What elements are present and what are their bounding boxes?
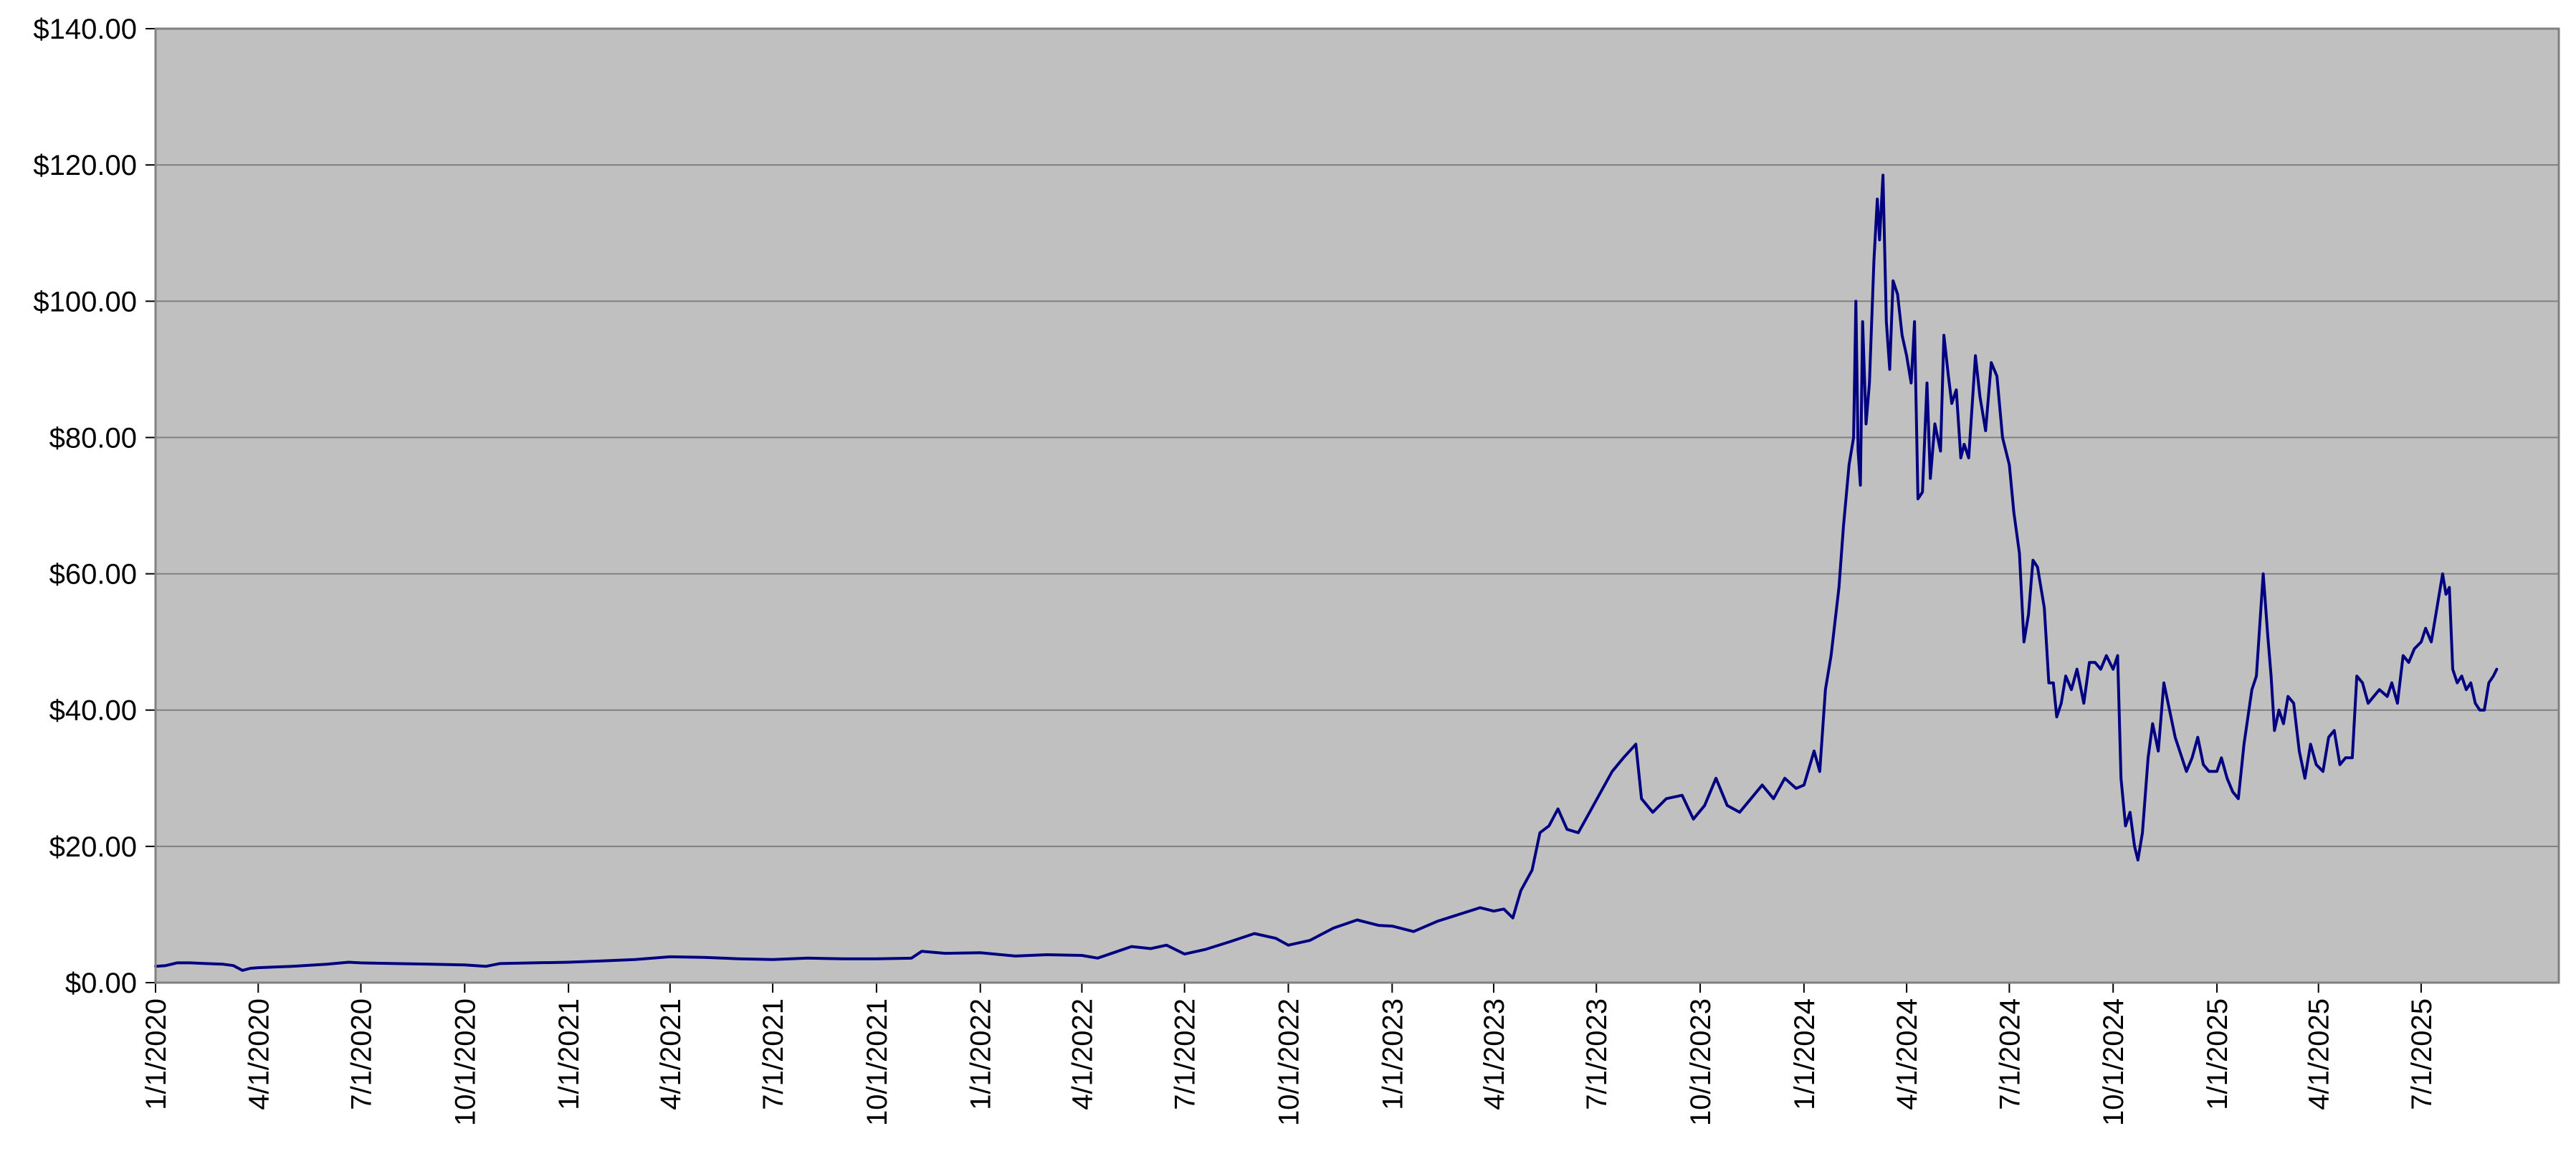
x-tick-labels: 1/1/2020 4/1/2020 7/1/2020 10/1/2020 1/1/202… (140, 998, 2438, 1126)
x-tick-label-21: 4/1/2025 (2304, 998, 2335, 1110)
x-tick-label-4: 1/1/2021 (553, 998, 585, 1110)
x-tick-label-9: 4/1/2022 (1067, 998, 1098, 1110)
x-tick-label-6: 7/1/2021 (758, 998, 789, 1110)
x-tick-label-5: 4/1/2021 (655, 998, 687, 1110)
y-tick-label-0: $0.00 (65, 968, 137, 999)
x-tick-label-16: 1/1/2024 (1789, 998, 1821, 1110)
gridlines (156, 164, 2559, 847)
x-tick-label-8: 1/1/2022 (965, 998, 997, 1110)
x-tick-label-10: 7/1/2022 (1170, 998, 1201, 1110)
series-layer (154, 173, 2499, 972)
y-tick-label-1: $20.00 (49, 831, 137, 863)
x-tick-label-18: 7/1/2024 (1994, 998, 2026, 1110)
series-line-0 (154, 173, 2499, 972)
x-tick-label-0: 1/1/2020 (140, 998, 172, 1110)
x-tick-label-17: 4/1/2024 (1892, 998, 1923, 1110)
plot-area (156, 29, 2559, 983)
x-tick-label-12: 1/1/2023 (1377, 998, 1408, 1110)
x-tick-label-19: 10/1/2024 (2098, 998, 2129, 1126)
x-tick-label-1: 4/1/2020 (243, 998, 275, 1110)
x-tick-label-20: 1/1/2025 (2202, 998, 2233, 1110)
x-tick-label-14: 7/1/2023 (1581, 998, 1613, 1110)
y-tick-label-5: $100.00 (33, 286, 137, 318)
x-tick-label-3: 10/1/2020 (449, 998, 481, 1126)
y-tick-label-2: $40.00 (49, 695, 137, 727)
y-tick-labels: $0.00 $20.00 $40.00 $60.00 $80.00 $100.00 $120… (33, 14, 137, 999)
x-tick-label-15: 10/1/2023 (1685, 998, 1717, 1126)
x-tick-label-11: 10/1/2022 (1273, 998, 1304, 1126)
plot-border (154, 27, 2560, 984)
y-tick-label-7: $140.00 (33, 14, 137, 45)
x-tick-label-22: 7/1/2025 (2406, 998, 2438, 1110)
x-tick-label-2: 7/1/2020 (346, 998, 378, 1110)
y-tick-label-3: $60.00 (49, 559, 137, 591)
x-tick-label-13: 4/1/2023 (1479, 998, 1510, 1110)
y-tick-label-6: $120.00 (33, 150, 137, 181)
y-tick-label-4: $80.00 (49, 422, 137, 454)
x-tick-label-7: 10/1/2021 (862, 998, 893, 1126)
